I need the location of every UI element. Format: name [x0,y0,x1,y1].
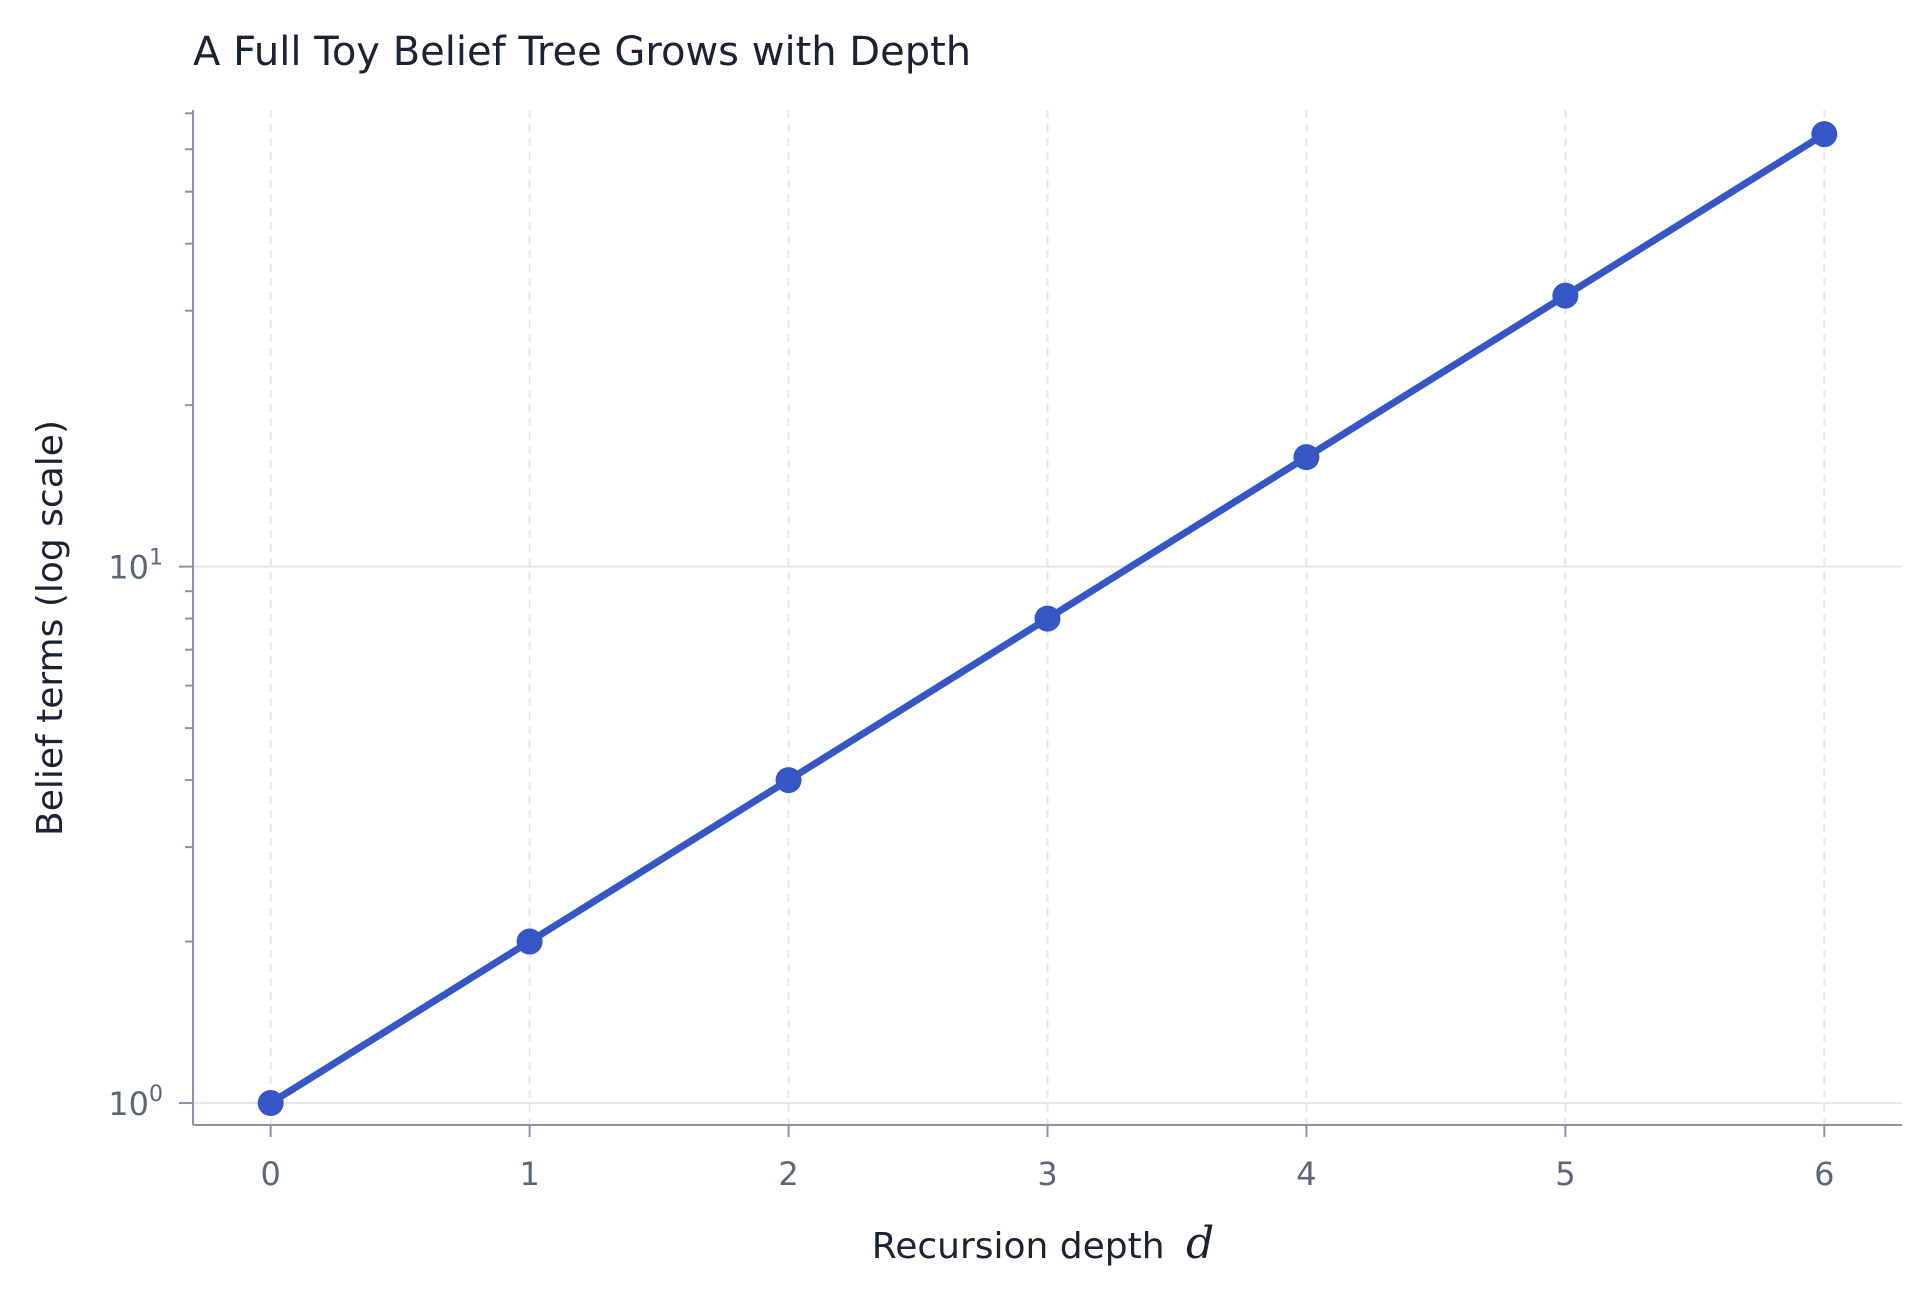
y-axis-label: Belief terms (log scale) [30,420,71,836]
axes [179,110,1902,1137]
x-tick-label: 0 [261,1155,281,1193]
chart-title: A Full Toy Belief Tree Grows with Depth [193,29,971,75]
y-tick-label: 101 [108,546,163,587]
grid-lines [193,110,1902,1125]
data-point [516,928,543,955]
data-point [1552,282,1579,309]
x-tick-label: 4 [1296,1155,1316,1193]
x-tick-label: 3 [1037,1155,1057,1193]
y-tick-label: 100 [108,1082,163,1123]
x-tick-label: 2 [778,1155,798,1193]
x-tick-label: 6 [1814,1155,1834,1193]
data-point [1811,121,1838,148]
x-axis-variable: d [1186,1218,1214,1269]
data-point [257,1090,284,1117]
data-point [1293,444,1320,471]
data-point [1034,605,1061,632]
x-tick-label: 1 [519,1155,539,1193]
data-point [775,767,802,794]
x-tick-label: 5 [1555,1155,1575,1193]
data-series [257,121,1838,1117]
x-axis-label: Recursion depth d [872,1218,1214,1269]
